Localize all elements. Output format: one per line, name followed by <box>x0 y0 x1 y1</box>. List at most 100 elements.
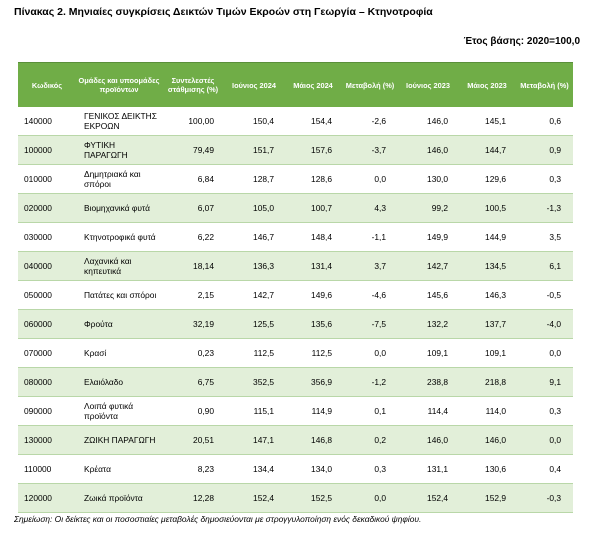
cell-may-2023: 134,5 <box>458 251 516 281</box>
cell-code: 110000 <box>18 454 76 484</box>
header-june-2024: Ιούνιος 2024 <box>224 62 284 107</box>
cell-weight: 6,22 <box>162 222 224 252</box>
cell-may-2024: 128,6 <box>284 164 342 194</box>
cell-code: 090000 <box>18 396 76 426</box>
table-row: 140000 ΓΕΝΙΚΟΣ ΔΕΙΚΤΗΣ ΕΚΡΟΩΝ 100,00 150,4 1… <box>18 107 573 136</box>
cell-june-2023: 99,2 <box>398 193 458 223</box>
cell-june-2024: 152,4 <box>224 483 284 513</box>
table-row: 050000 Πατάτες και σπόροι 2,15 142,7 149,6 -4… <box>18 280 573 310</box>
table-row: 020000 Βιομηχανικά φυτά 6,07 105,0 100,7 4,3 9… <box>18 193 573 223</box>
cell-june-2023: 152,4 <box>398 483 458 513</box>
table-row: 090000 Λοιπά φυτικά προϊόντα 0,90 115,1 114,… <box>18 396 573 426</box>
cell-june-2023: 146,0 <box>398 107 458 136</box>
cell-name: Λαχανικά και κηπευτικά <box>76 251 162 281</box>
cell-change-2023: -0,3 <box>516 483 573 513</box>
header-may-2024: Μάιος 2024 <box>284 62 342 107</box>
cell-code: 050000 <box>18 280 76 310</box>
cell-may-2023: 130,6 <box>458 454 516 484</box>
cell-weight: 12,28 <box>162 483 224 513</box>
base-year-label: Έτος βάσης: 2020=100,0 <box>463 36 580 47</box>
cell-june-2024: 147,1 <box>224 425 284 455</box>
cell-june-2023: 238,8 <box>398 367 458 397</box>
cell-name: Βιομηχανικά φυτά <box>76 193 162 223</box>
cell-may-2024: 154,4 <box>284 107 342 136</box>
cell-may-2024: 134,0 <box>284 454 342 484</box>
cell-name: Φρούτα <box>76 309 162 339</box>
cell-change-2024: -1,1 <box>342 222 398 252</box>
cell-may-2023: 144,7 <box>458 135 516 165</box>
table-row: 120000 Ζωικά προϊόντα 12,28 152,4 152,5 0,0 15… <box>18 483 573 513</box>
cell-weight: 6,75 <box>162 367 224 397</box>
table-body: 140000 ΓΕΝΙΚΟΣ ΔΕΙΚΤΗΣ ΕΚΡΟΩΝ 100,00 150,4 1… <box>18 107 573 513</box>
cell-change-2024: -4,6 <box>342 280 398 310</box>
table-row: 060000 Φρούτα 32,19 125,5 135,6 -7,5 132,2 137,… <box>18 309 573 339</box>
cell-weight: 2,15 <box>162 280 224 310</box>
cell-weight: 18,14 <box>162 251 224 281</box>
cell-june-2023: 149,9 <box>398 222 458 252</box>
cell-name: Κρασί <box>76 338 162 368</box>
cell-weight: 0,90 <box>162 396 224 426</box>
cell-change-2024: 0,0 <box>342 164 398 194</box>
cell-may-2023: 129,6 <box>458 164 516 194</box>
cell-change-2023: 0,6 <box>516 107 573 136</box>
cell-change-2023: 0,4 <box>516 454 573 484</box>
cell-change-2023: 0,3 <box>516 164 573 194</box>
cell-may-2024: 149,6 <box>284 280 342 310</box>
cell-name: ΓΕΝΙΚΟΣ ΔΕΙΚΤΗΣ ΕΚΡΟΩΝ <box>76 107 162 136</box>
cell-june-2023: 145,6 <box>398 280 458 310</box>
cell-june-2023: 146,0 <box>398 425 458 455</box>
cell-may-2023: 146,3 <box>458 280 516 310</box>
cell-name: Δημητριακά και σπόροι <box>76 164 162 194</box>
cell-code: 020000 <box>18 193 76 223</box>
table-title: Πίνακας 2. Μηνιαίες συγκρίσεις Δεικτών Τ… <box>14 6 433 18</box>
table-header-row: Κωδικός Ομάδες και υποομάδες προϊόντων Σ… <box>18 62 573 107</box>
cell-change-2024: -7,5 <box>342 309 398 339</box>
cell-june-2023: 142,7 <box>398 251 458 281</box>
cell-june-2023: 146,0 <box>398 135 458 165</box>
cell-may-2023: 152,9 <box>458 483 516 513</box>
cell-name: Κρέατα <box>76 454 162 484</box>
cell-name: Ζωικά προϊόντα <box>76 483 162 513</box>
cell-weight: 0,23 <box>162 338 224 368</box>
cell-may-2024: 152,5 <box>284 483 342 513</box>
table-row: 040000 Λαχανικά και κηπευτικά 18,14 136,3 13… <box>18 251 573 281</box>
cell-change-2024: 0,1 <box>342 396 398 426</box>
cell-june-2024: 142,7 <box>224 280 284 310</box>
header-code: Κωδικός <box>18 62 76 107</box>
cell-change-2023: -0,5 <box>516 280 573 310</box>
cell-weight: 6,84 <box>162 164 224 194</box>
table-row: 080000 Ελαιόλαδο 6,75 352,5 356,9 -1,2 238,8 21… <box>18 367 573 397</box>
cell-may-2024: 100,7 <box>284 193 342 223</box>
cell-change-2023: 9,1 <box>516 367 573 397</box>
cell-weight: 6,07 <box>162 193 224 223</box>
cell-change-2024: 0,0 <box>342 338 398 368</box>
cell-june-2024: 136,3 <box>224 251 284 281</box>
cell-change-2024: -1,2 <box>342 367 398 397</box>
cell-may-2023: 146,0 <box>458 425 516 455</box>
cell-june-2024: 151,7 <box>224 135 284 165</box>
cell-code: 140000 <box>18 107 76 136</box>
cell-june-2024: 115,1 <box>224 396 284 426</box>
cell-may-2024: 146,8 <box>284 425 342 455</box>
table-row: 010000 Δημητριακά και σπόροι 6,84 128,7 128,… <box>18 164 573 194</box>
cell-may-2023: 109,1 <box>458 338 516 368</box>
footnote: Σημείωση: Οι δείκτες και οι ποσοστιαίες … <box>14 514 422 524</box>
cell-weight: 79,49 <box>162 135 224 165</box>
cell-change-2023: 0,9 <box>516 135 573 165</box>
table-row: 030000 Κτηνοτροφικά φυτά 6,22 146,7 148,4 -1,… <box>18 222 573 252</box>
cell-june-2023: 109,1 <box>398 338 458 368</box>
cell-june-2023: 114,4 <box>398 396 458 426</box>
cell-code: 100000 <box>18 135 76 165</box>
cell-june-2023: 130,0 <box>398 164 458 194</box>
cell-june-2023: 132,2 <box>398 309 458 339</box>
header-groups: Ομάδες και υποομάδες προϊόντων <box>76 62 162 107</box>
cell-change-2023: 0,3 <box>516 396 573 426</box>
cell-may-2024: 135,6 <box>284 309 342 339</box>
table-row: 110000 Κρέατα 8,23 134,4 134,0 0,3 131,1 130,6 0… <box>18 454 573 484</box>
cell-code: 080000 <box>18 367 76 397</box>
table-row: 100000 ΦΥΤΙΚΗ ΠΑΡΑΓΩΓΗ 79,49 151,7 157,6 -3,7… <box>18 135 573 165</box>
table-row: 070000 Κρασί 0,23 112,5 112,5 0,0 109,1 109,1 0,… <box>18 338 573 368</box>
cell-change-2024: 0,0 <box>342 483 398 513</box>
cell-june-2024: 146,7 <box>224 222 284 252</box>
